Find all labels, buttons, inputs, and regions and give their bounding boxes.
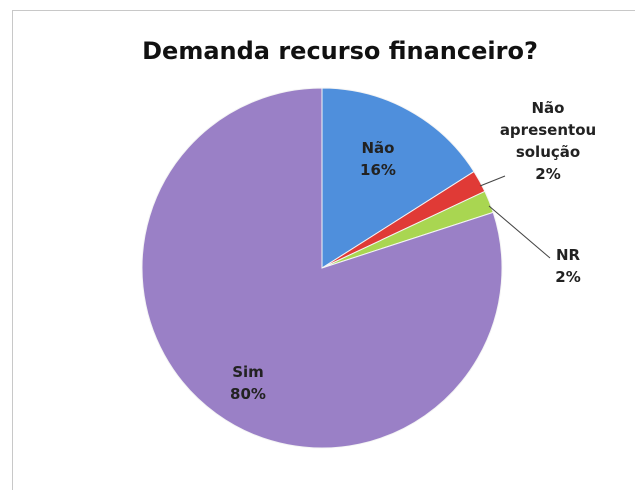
slice-label: NR	[555, 246, 581, 264]
slice-value: 16%	[360, 161, 396, 179]
slice-label: Não apresentou solução	[499, 99, 597, 161]
slice-value: 2%	[535, 165, 561, 183]
leader-line	[488, 205, 551, 259]
slice-label: Sim	[232, 363, 264, 381]
chart-title: Demanda recurso financeiro?	[142, 37, 538, 65]
slice-value: 80%	[230, 385, 266, 403]
chart-frame	[12, 10, 635, 490]
leader-line	[479, 175, 506, 187]
pie-slice	[321, 87, 475, 269]
pie-slice	[141, 87, 503, 449]
slice-label: Não	[361, 139, 395, 157]
slice-value: 2%	[555, 268, 581, 286]
